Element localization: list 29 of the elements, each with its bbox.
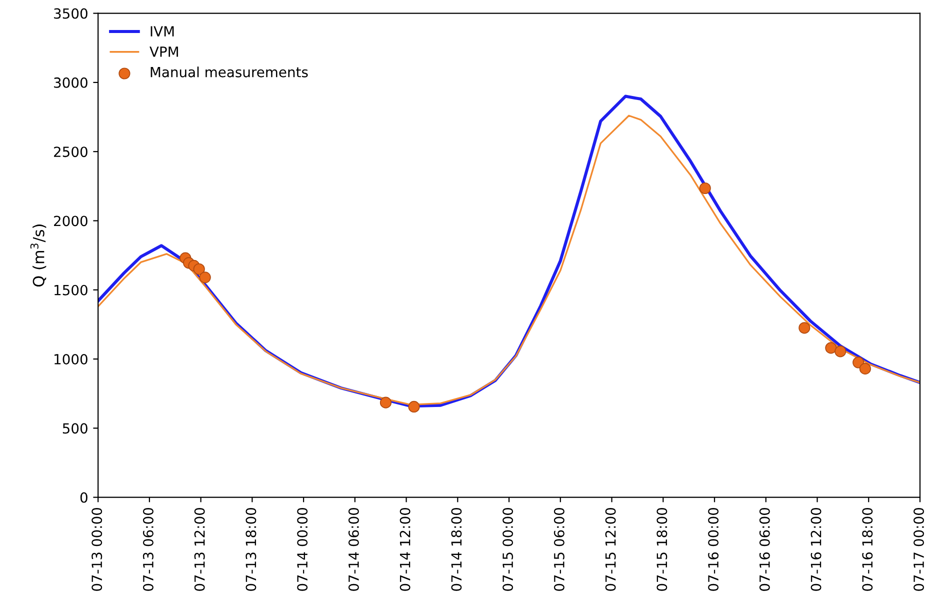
- y-tick-label: 500: [62, 423, 88, 434]
- x-tick-label: 07-14 12:00: [400, 508, 410, 591]
- x-tick-label: 07-15 18:00: [656, 508, 668, 591]
- y-axis-title: Q (m$^{3}$/s): [30, 224, 46, 287]
- y-tick-label: 3000: [54, 77, 88, 88]
- y-tick-label: 3500: [54, 8, 88, 19]
- legend-label: IVM: [150, 26, 174, 36]
- y-tick-label: 0: [80, 492, 88, 503]
- x-tick-label: 07-15 12:00: [605, 508, 616, 591]
- x-tick-label: 07-15 06:00: [554, 508, 564, 591]
- y-tick-label: 1000: [54, 354, 88, 364]
- legend-label: Manual measurements: [150, 66, 308, 78]
- legend-label: VPM: [150, 46, 178, 57]
- x-tick-label: 07-16 12:00: [810, 508, 822, 591]
- x-tick-label: 07-13 12:00: [194, 508, 205, 591]
- x-tick-label: 07-13 18:00: [246, 508, 256, 591]
- y-tick-label: 1500: [54, 284, 88, 296]
- x-tick-label: 07-16 18:00: [862, 508, 873, 591]
- x-tick-label: 07-14 00:00: [297, 508, 308, 591]
- x-tick-label: 07-16 00:00: [708, 508, 719, 591]
- x-tick-label: 07-14 06:00: [348, 508, 359, 591]
- x-tick-label: 07-15 00:00: [502, 508, 514, 591]
- x-tick-label: 07-13 00:00: [92, 508, 102, 591]
- x-tick-label: 07-14 18:00: [451, 508, 462, 591]
- y-tick-label: 2500: [54, 146, 88, 158]
- x-tick-label: 07-17 00:00: [914, 508, 924, 591]
- x-tick-label: 07-13 06:00: [142, 508, 154, 591]
- y-tick-label: 2000: [54, 216, 88, 226]
- x-tick-label: 07-16 06:00: [759, 508, 770, 591]
